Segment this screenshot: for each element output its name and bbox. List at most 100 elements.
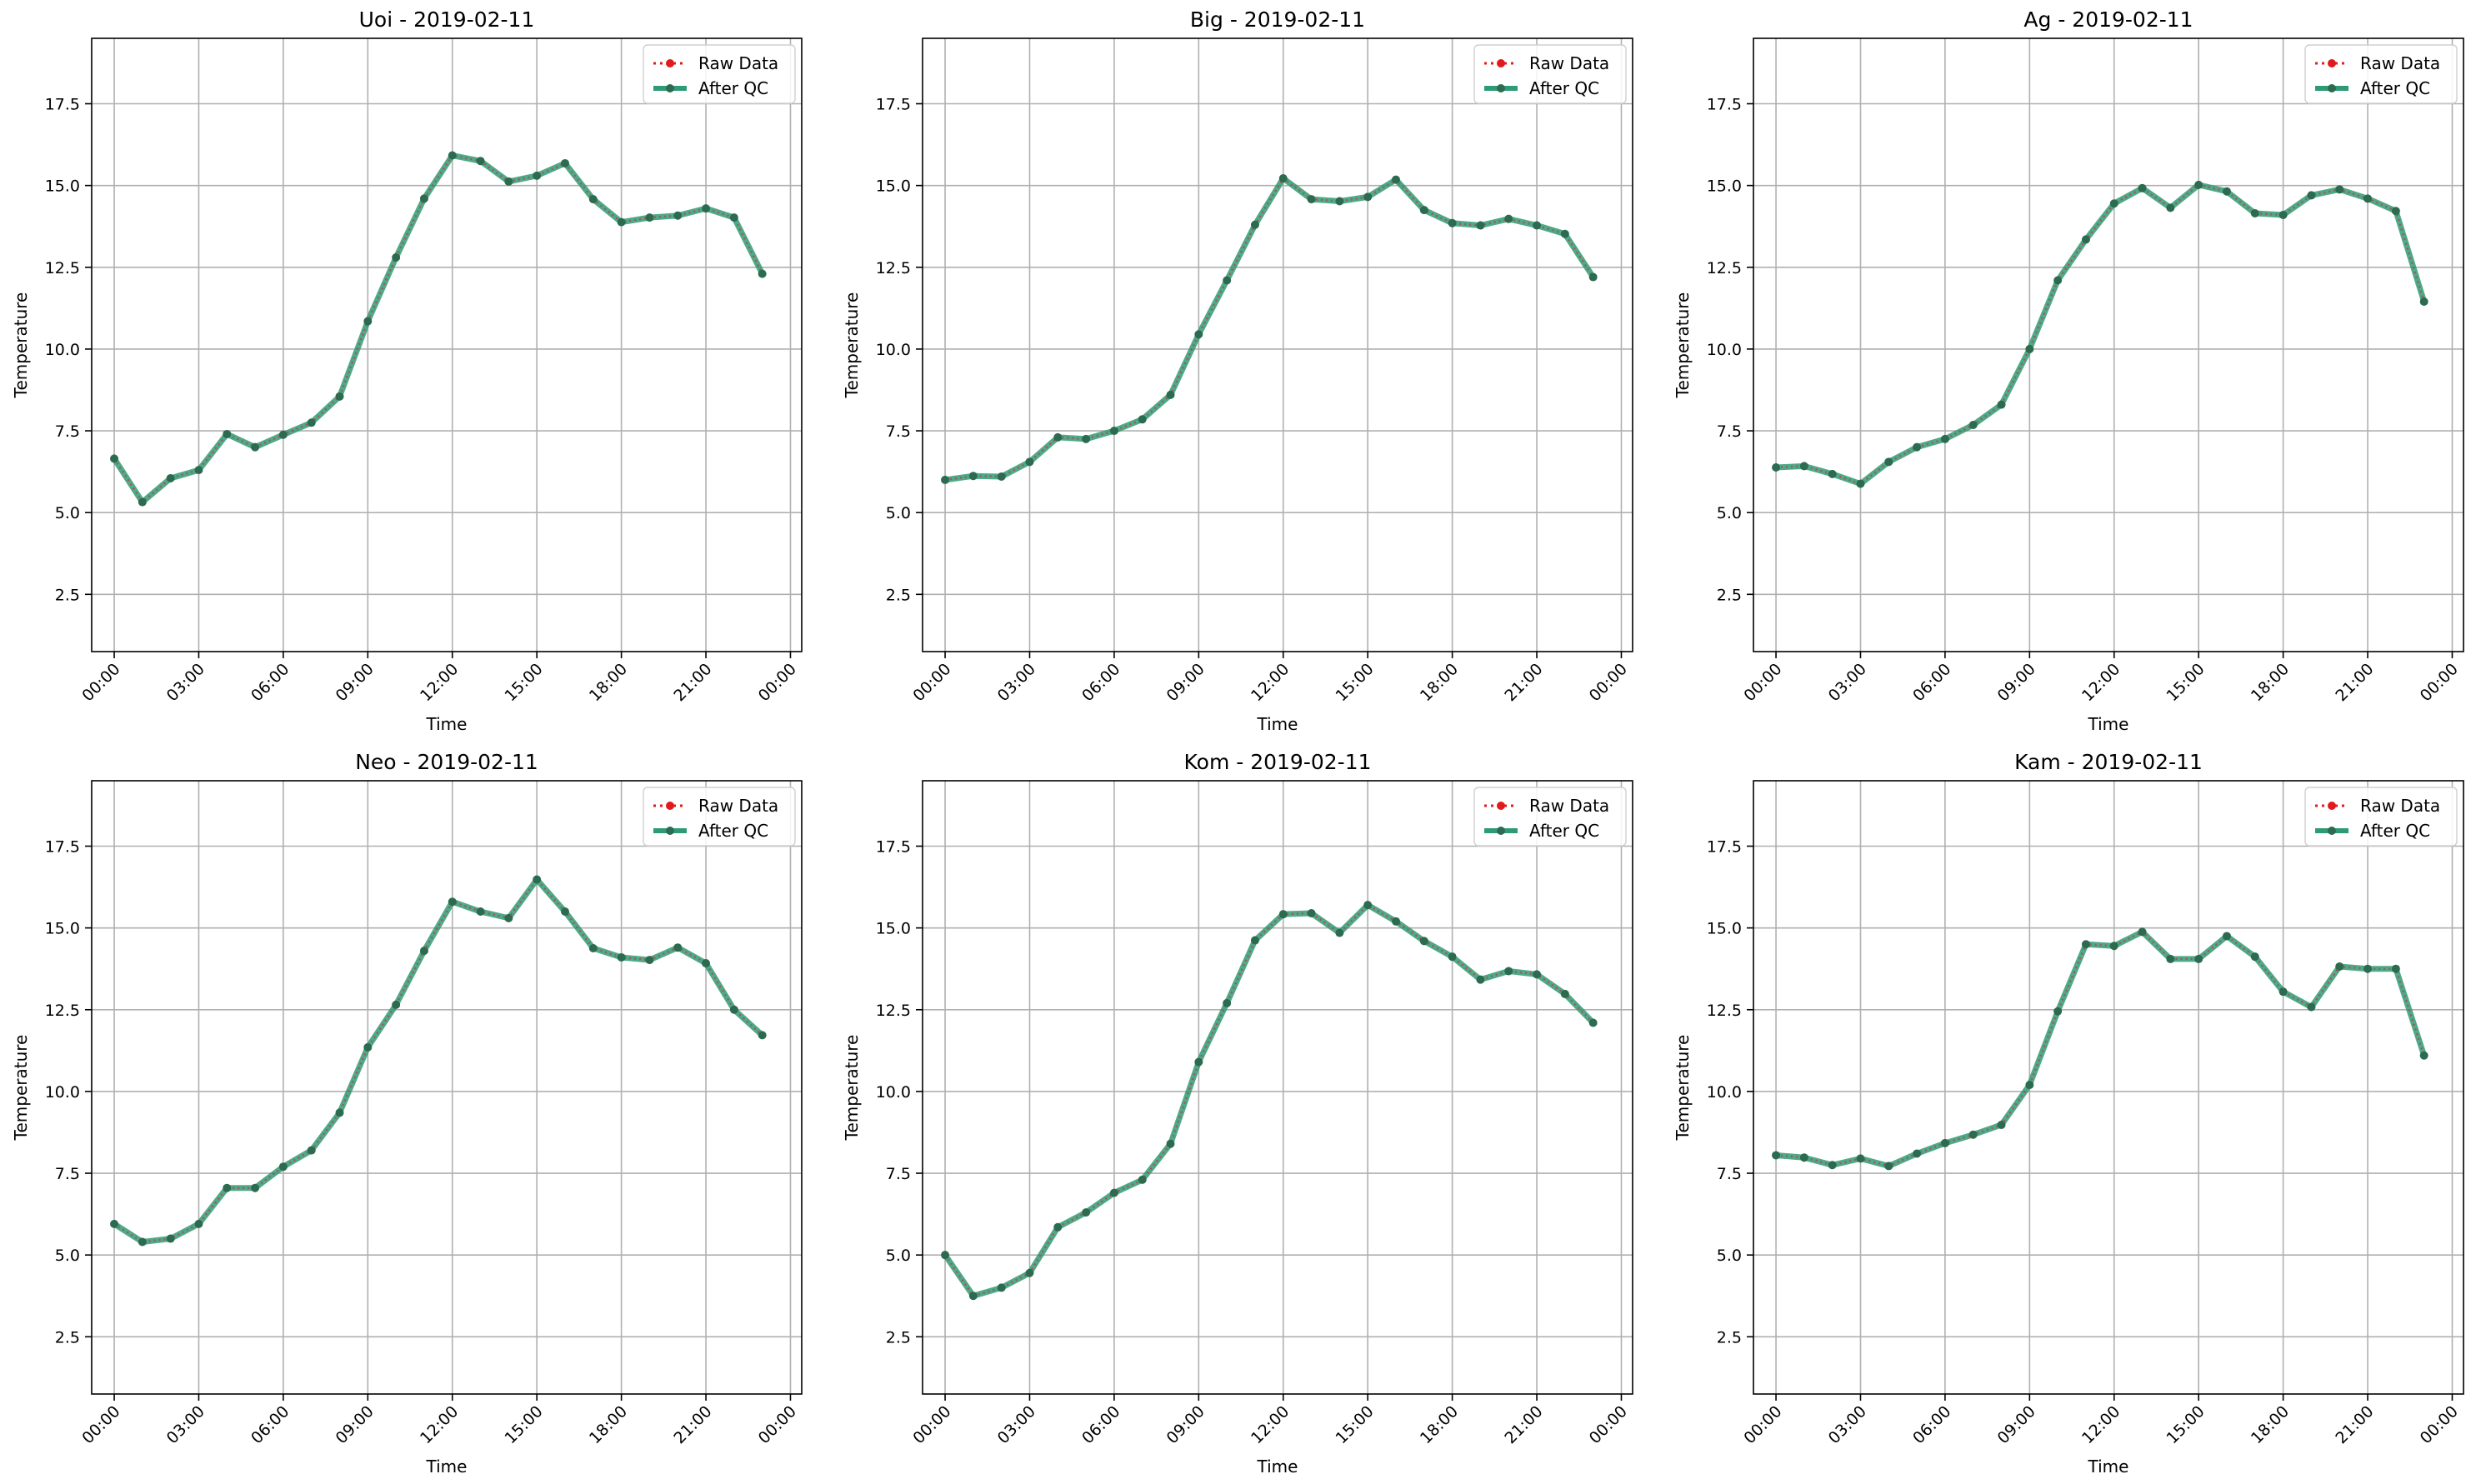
after-qc-point [1940, 1138, 1949, 1147]
after-qc-point [968, 472, 978, 481]
after-qc-point [2278, 987, 2288, 997]
after-qc-point [997, 1283, 1006, 1292]
chart-panel: 2.5 5.0 7.5 10.0 12.5 15.0 17.5 00:00 03:00 06:00… [831, 742, 1659, 1484]
after-qc-point [166, 1234, 175, 1243]
x-tick-label: 15:00 [1332, 1402, 1377, 1447]
after-qc-point [2194, 180, 2203, 189]
after-qc-point [1109, 427, 1118, 436]
y-axis-label: Temperature [842, 292, 862, 399]
x-tick-label: 03:00 [163, 660, 208, 705]
legend-label-raw-data: Raw Data [1529, 796, 1609, 816]
x-tick-label: 03:00 [1825, 660, 1870, 705]
after-qc-point [2053, 276, 2063, 285]
x-axis-label: Time [2088, 1457, 2129, 1477]
after-qc-point [617, 217, 626, 227]
x-tick-label: 06:00 [1909, 660, 1954, 705]
after-qc-point [138, 497, 147, 507]
after-qc-point [1560, 229, 1569, 238]
after-qc-point [588, 195, 598, 204]
after-qc-point [2053, 1007, 2063, 1016]
x-tick-label: 00:00 [78, 660, 123, 705]
series-line-raw-data [944, 177, 1594, 482]
legend-label-after-qc: After QC [698, 78, 768, 98]
y-tick-label: 12.5 [876, 259, 911, 277]
after-qc-point [2194, 954, 2203, 963]
after-qc-point [419, 194, 428, 203]
legend-label-raw-data: Raw Data [2360, 53, 2440, 73]
legend: Raw Data After QC [643, 44, 796, 104]
legend: Raw Data After QC [643, 787, 796, 847]
after-qc-point [2391, 964, 2400, 973]
after-qc-point [1588, 272, 1598, 282]
after-qc-point [223, 1183, 232, 1192]
x-tick-label: 00:00 [755, 1402, 800, 1447]
after-qc-point [1278, 910, 1288, 919]
x-tick-label: 15:00 [2163, 660, 2208, 705]
after-qc-point [1082, 434, 1091, 443]
after-qc-point [729, 1005, 738, 1014]
after-qc-point [2223, 932, 2231, 941]
after-qc-point [2166, 954, 2175, 963]
y-tick-label: 7.5 [886, 422, 911, 441]
x-axis-label: Time [1257, 1457, 1298, 1477]
after-qc-point [448, 897, 457, 907]
y-tick-label: 2.5 [886, 586, 911, 604]
after-qc-point [251, 442, 260, 452]
after-qc-point [1913, 1149, 1922, 1158]
legend-label-after-qc: After QC [1529, 78, 1599, 98]
y-tick-label: 12.5 [1707, 1002, 1742, 1020]
legend: Raw Data After QC [2304, 44, 2458, 104]
after-qc-point [1884, 457, 1893, 467]
y-tick-label: 17.5 [876, 838, 911, 857]
chart-title: Ag - 2019-02-11 [2023, 7, 2193, 32]
y-tick-label: 5.0 [55, 504, 80, 522]
axes-frame [91, 37, 803, 652]
after-qc-point [335, 1108, 344, 1117]
after-qc-point [561, 907, 569, 917]
y-tick-label: 10.0 [1707, 341, 1742, 359]
y-tick-label: 10.0 [876, 341, 911, 359]
y-tick-label: 17.5 [45, 96, 80, 114]
after-qc-point [2138, 183, 2147, 192]
after-qc-point [1448, 952, 1457, 962]
after-qc-point [2363, 964, 2373, 973]
after-qc-point [2166, 203, 2175, 212]
chart-svg: 2.5 5.0 7.5 10.0 12.5 15.0 17.5 00:00 03:00 06:00… [1673, 750, 2464, 1477]
series-line-after-qc [1775, 928, 2427, 1169]
y-tick-label: 15.0 [1707, 920, 1742, 938]
x-tick-label: 15:00 [501, 1402, 546, 1447]
y-tick-label: 17.5 [1707, 96, 1742, 114]
after-qc-point [2025, 344, 2034, 353]
y-axis-label: Temperature [1673, 292, 1693, 399]
after-qc-point [1392, 175, 1400, 184]
grid [923, 38, 1633, 652]
after-qc-point [2025, 1081, 2034, 1090]
after-qc-point [1828, 469, 1837, 478]
chart-panel: 2.5 5.0 7.5 10.0 12.5 15.0 17.5 00:00 03:00 06:00… [1662, 742, 2486, 1484]
after-qc-point [504, 177, 513, 186]
after-qc-point [2250, 952, 2259, 962]
x-axis-label: Time [2088, 714, 2129, 734]
legend: Raw Data After QC [1473, 787, 1627, 847]
series-line-after-qc [113, 877, 765, 1245]
after-qc-point [2363, 194, 2373, 203]
series-line-raw-data [1775, 183, 2425, 486]
x-tick-label: 06:00 [1909, 1402, 1954, 1447]
after-qc-point [1109, 1188, 1118, 1197]
after-qc-point [645, 213, 654, 222]
y-axis-label: Temperature [1673, 1035, 1693, 1142]
x-tick-label: 09:00 [1994, 660, 2039, 705]
after-qc-point [1278, 174, 1288, 183]
y-tick-label: 2.5 [886, 1328, 911, 1347]
x-tick-label: 12:00 [1248, 660, 1293, 705]
after-qc-point [476, 157, 485, 166]
y-tick-label: 15.0 [45, 920, 80, 938]
after-qc-point [2335, 962, 2344, 971]
y-tick-label: 2.5 [1717, 1328, 1742, 1347]
after-qc-point [702, 959, 711, 968]
x-tick-label: 18:00 [1417, 1402, 1462, 1447]
after-qc-point [1448, 218, 1457, 227]
after-qc-point [138, 1237, 147, 1247]
x-tick-label: 21:00 [2332, 660, 2377, 705]
series-line-after-qc [943, 902, 1596, 1299]
